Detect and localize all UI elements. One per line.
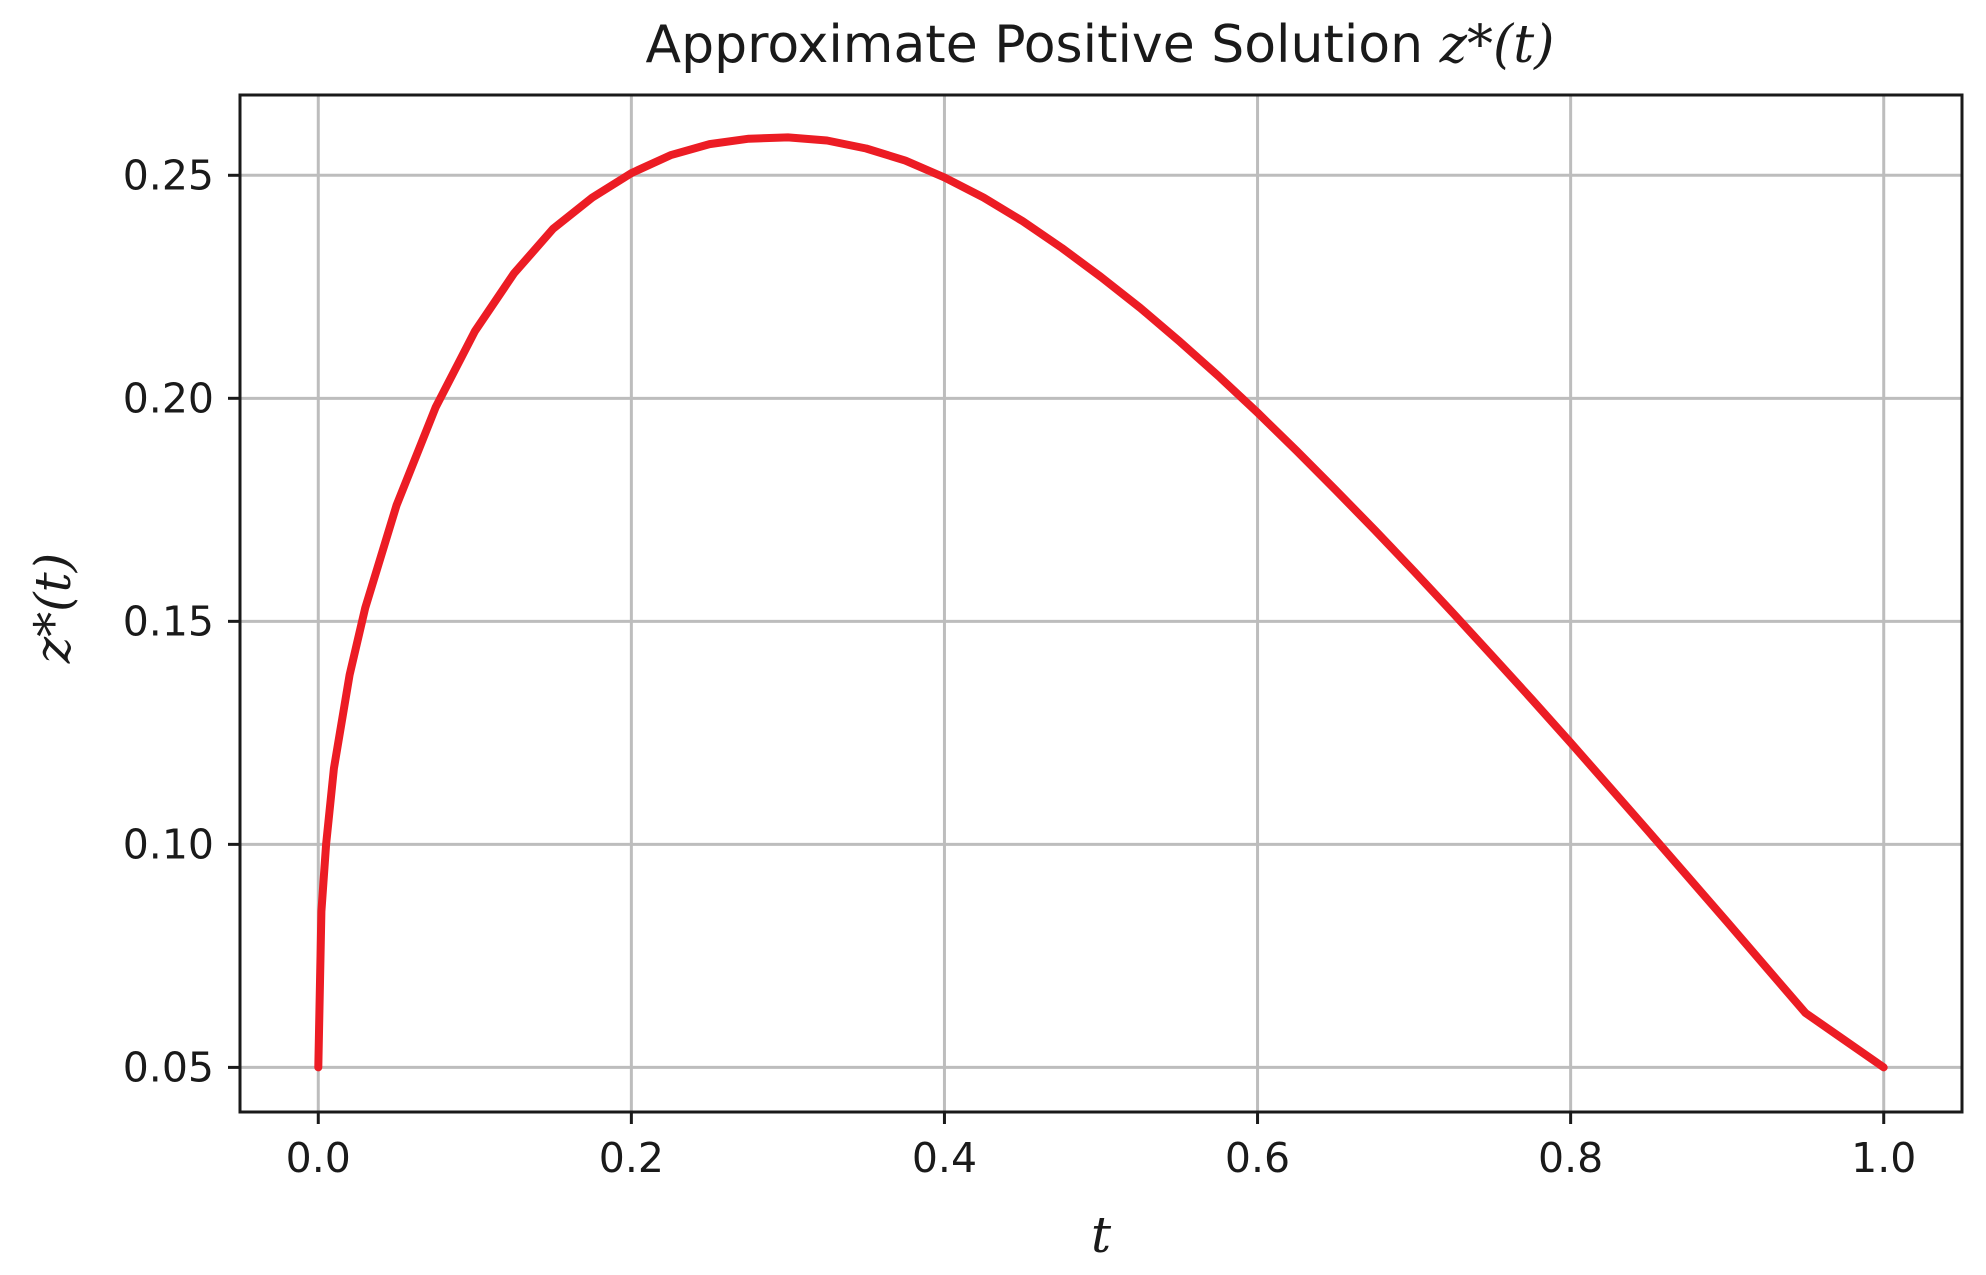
- grid: [240, 95, 1962, 1112]
- x-tick-label: 0.8: [1538, 1134, 1603, 1182]
- y-tick-label: 0.20: [123, 374, 214, 422]
- x-tick-label: 1.0: [1851, 1134, 1916, 1182]
- x-tick-label: 0.4: [912, 1134, 977, 1182]
- y-tick-label: 0.05: [123, 1043, 214, 1091]
- series-layer: [314, 133, 1888, 1072]
- plot-frame: [238, 93, 1964, 1114]
- chart-title-math: z*(t): [1439, 15, 1555, 75]
- ticks: 0.0 0.2 0.4 0.6 0.8 1.0 0.05 0.10 0.15 0.20 0.25: [123, 151, 1917, 1182]
- y-tick-label: 0.15: [123, 597, 214, 645]
- x-tick-label: 0.6: [1225, 1134, 1290, 1182]
- x-tick-label: 0.0: [286, 1134, 351, 1182]
- chart-title-prefix: Approximate Positive Solution: [646, 15, 1440, 75]
- series-line: [314, 133, 1888, 1072]
- x-axis-label: t: [1091, 1206, 1112, 1264]
- y-axis-label: z*(t): [24, 553, 82, 664]
- chart-title: Approximate Positive Solution z*(t): [646, 15, 1555, 75]
- x-tick-label: 0.2: [599, 1134, 664, 1182]
- y-tick-label: 0.25: [123, 151, 214, 199]
- y-tick-label: 0.10: [123, 820, 214, 868]
